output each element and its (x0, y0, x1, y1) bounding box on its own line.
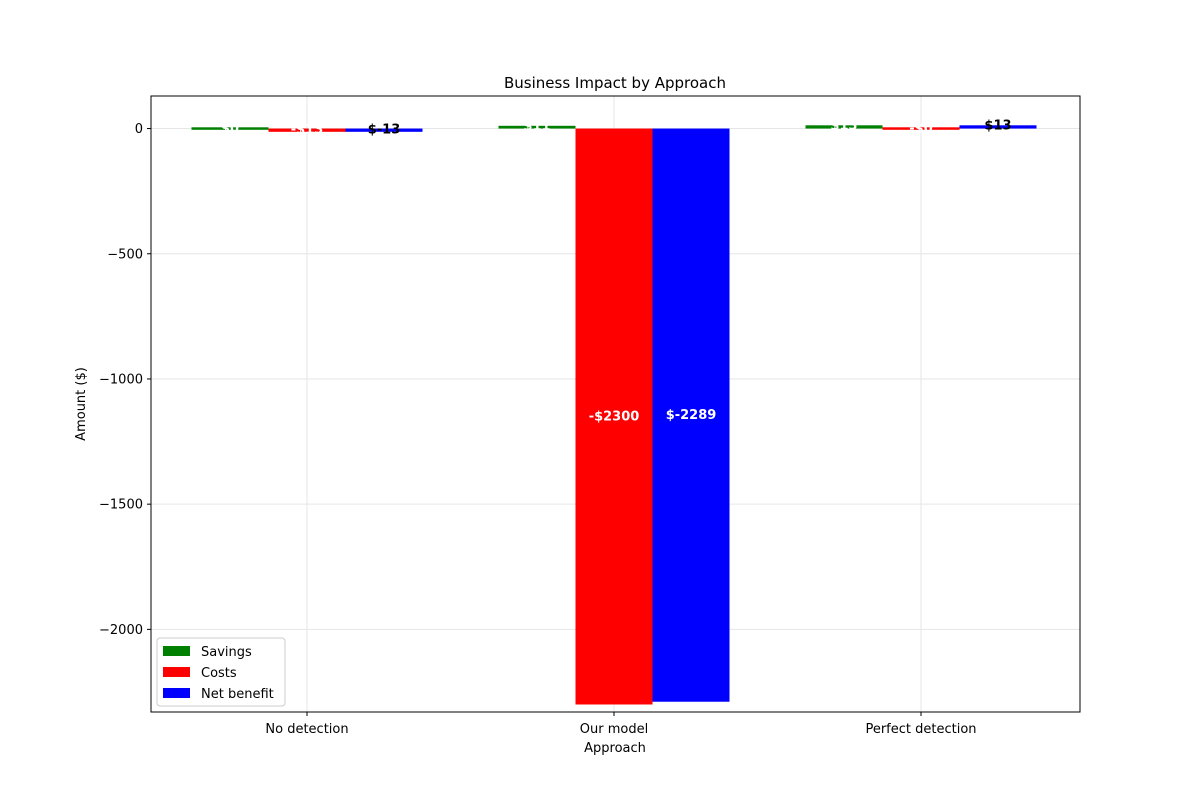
plot-frame (150, 95, 1081, 713)
bar-value-label: -$0 (909, 122, 933, 137)
x-tick-label: Perfect detection (865, 722, 976, 737)
bar-value-label: $13 (830, 118, 857, 133)
y-axis-ticks: 0 −500 −1000 −1500 −2000 (99, 122, 151, 638)
legend-label: Net benefit (201, 687, 274, 702)
y-axis-title: Amount ($) (74, 367, 89, 441)
bar-net-benefit (652, 128, 730, 702)
bar-value-label: $13 (984, 118, 1011, 133)
legend-label: Savings (201, 645, 252, 660)
bar-value-label: -$2300 (589, 410, 640, 425)
bar-costs (268, 128, 346, 132)
legend: Savings Costs Net benefit (156, 637, 286, 707)
chart-title: Business Impact by Approach (504, 74, 726, 92)
x-axis-title: Approach (584, 741, 646, 756)
bar-value-label: $-13 (368, 123, 401, 138)
bar-value-label: $-2289 (666, 408, 717, 423)
bar-value-label: $0 (221, 122, 239, 137)
x-tick-label: No detection (265, 722, 348, 737)
legend-swatch (163, 667, 190, 677)
bar-value-label: -$13 (291, 123, 324, 138)
bar-savings (191, 127, 269, 130)
bar-net-benefit (345, 128, 423, 132)
bar-value-label: $11 (523, 119, 550, 134)
bar-net-benefit (959, 125, 1037, 129)
y-tick-label: −500 (107, 247, 143, 262)
bar-savings (498, 125, 576, 129)
legend-swatch (163, 688, 190, 698)
x-axis-ticks: No detection Our model Perfect detection (265, 712, 977, 737)
legend-label: Costs (201, 666, 237, 681)
bars (191, 125, 1037, 705)
y-tick-label: −1000 (99, 372, 143, 387)
y-tick-label: −1500 (99, 498, 143, 513)
x-tick-label: Our model (580, 722, 648, 737)
bar-value-labels: $0 $11 $13 -$13 -$2300 -$0 $-13 $-2289 $13 (221, 118, 1012, 424)
y-tick-label: 0 (135, 122, 143, 137)
bar-costs (575, 128, 653, 705)
legend-swatch (163, 646, 190, 656)
bar-savings (805, 125, 883, 129)
y-tick-label: −2000 (99, 623, 143, 638)
bar-costs (882, 127, 960, 130)
